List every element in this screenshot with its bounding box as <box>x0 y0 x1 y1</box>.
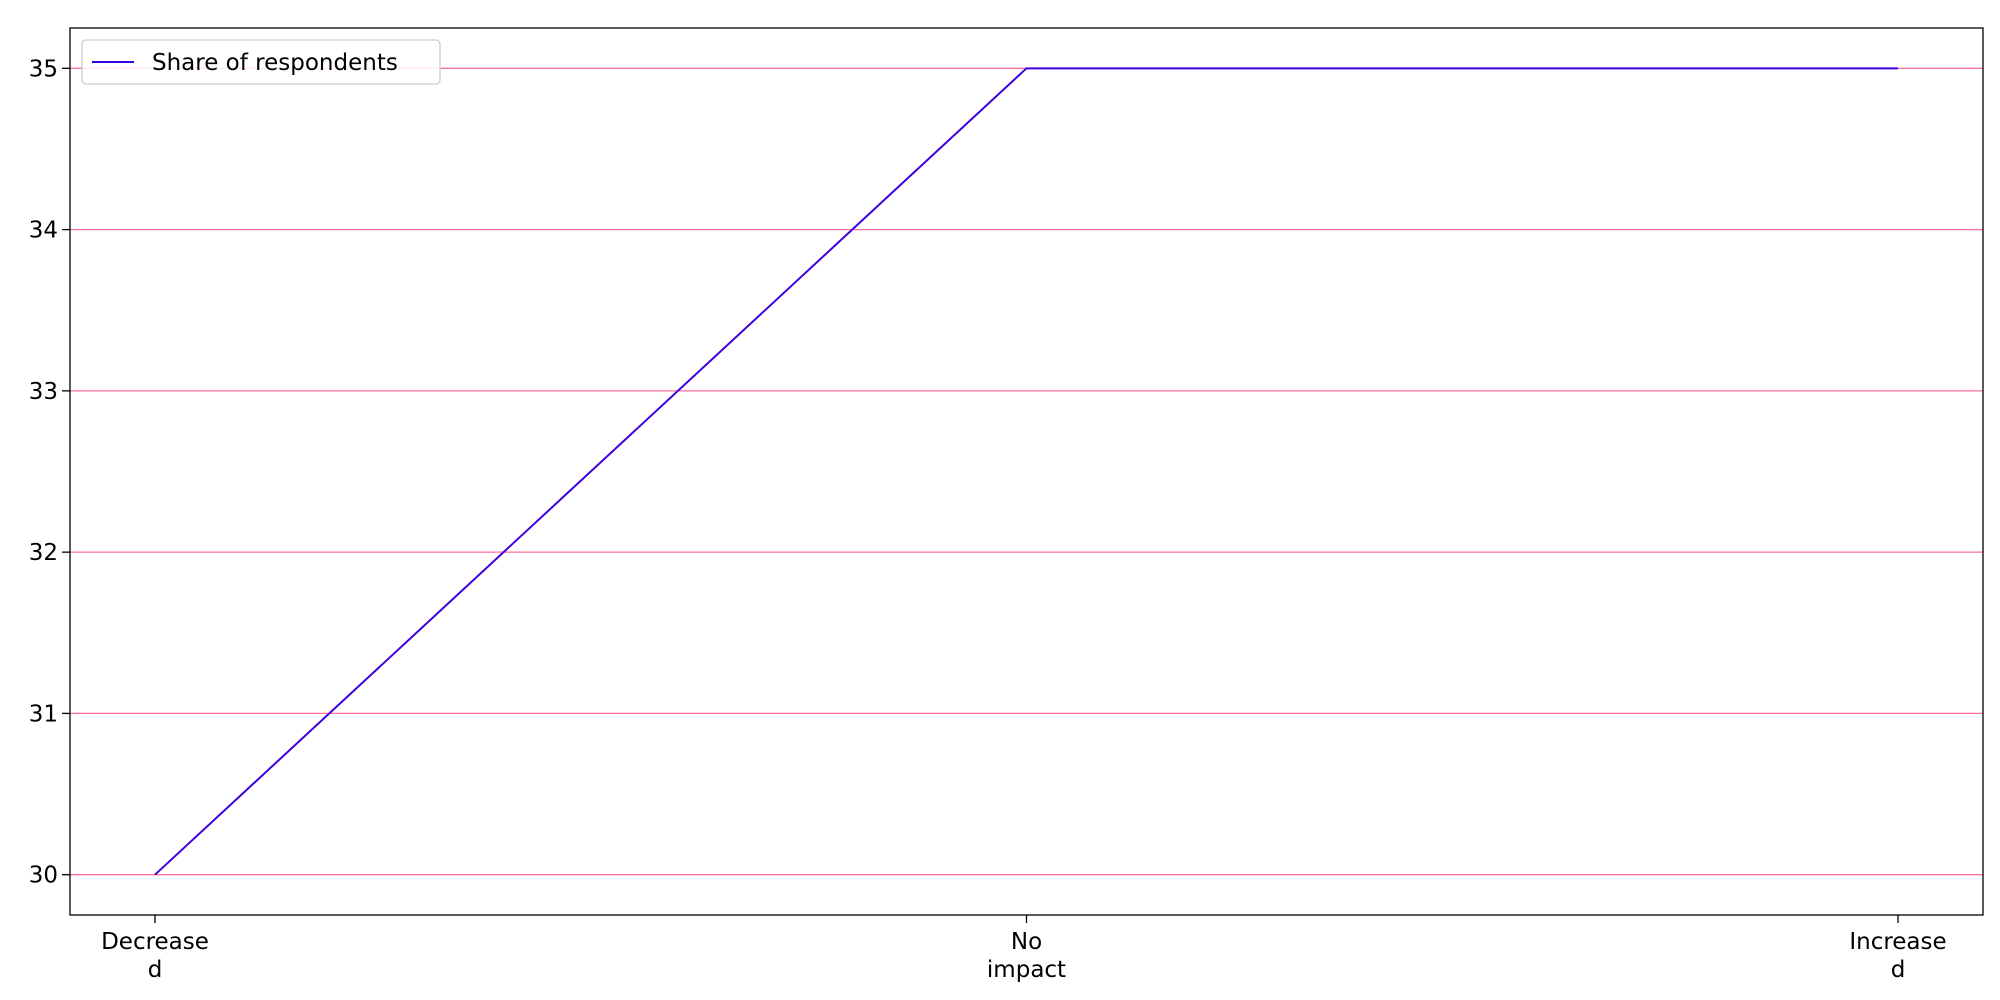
legend-label-0: Share of respondents <box>152 50 398 76</box>
y-tick-label-3: 33 <box>29 379 58 405</box>
x-tick-label-1: No impact <box>987 929 1066 983</box>
x-tick-label-0: Decrease d <box>101 929 209 983</box>
x-tick-label-2: Increase d <box>1849 929 1946 983</box>
legend: Share of respondents <box>81 39 441 85</box>
y-tick-label-1: 31 <box>29 701 58 727</box>
y-tick-label-0: 30 <box>29 863 58 889</box>
y-axis: 30 31 32 33 34 35 <box>29 56 70 889</box>
series-layer <box>154 67 1898 876</box>
y-tick-label-4: 34 <box>29 218 58 244</box>
legend-box <box>81 39 441 85</box>
y-tick-label-2: 32 <box>29 540 58 566</box>
y-tick-label-5: 35 <box>29 56 58 82</box>
series-line-0 <box>154 67 1898 876</box>
x-axis: Decrease d No impact Increase d <box>101 915 1947 983</box>
